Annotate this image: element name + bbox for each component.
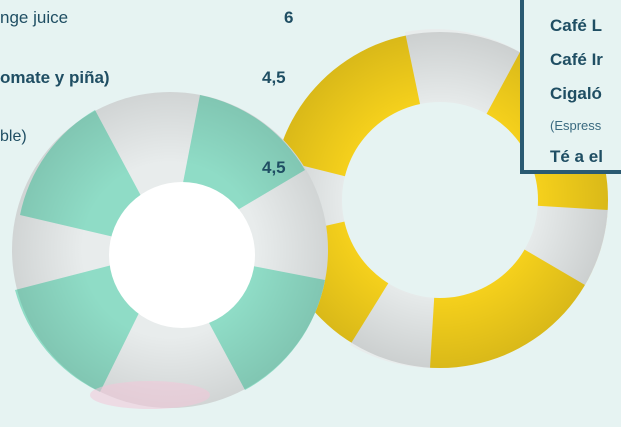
hot-drinks-box: Café L Café Ir Cigaló (Espress Té a el: [520, 0, 621, 174]
box-line-4: Té a el: [550, 147, 603, 166]
drinks-menu-list: nge juice 6 omate y piña) 4,5 ble) 4,5: [0, 0, 320, 190]
mint-float-ring: [12, 92, 328, 409]
box-line-3: Cigaló: [550, 84, 602, 103]
box-line-2: Café Ir: [550, 50, 603, 69]
box-note: (Espress: [550, 118, 602, 133]
menu-item-2-price: 4,5: [262, 68, 286, 87]
menu-item-1: nge juice: [0, 8, 69, 27]
menu-item-2: omate y piña): [0, 68, 110, 87]
menu-item-3-price: 4,5: [262, 158, 286, 177]
menu-item-1-price: 6: [284, 8, 294, 27]
menu-item-3: ble): [0, 128, 27, 145]
box-line-1: Café L: [550, 16, 602, 35]
